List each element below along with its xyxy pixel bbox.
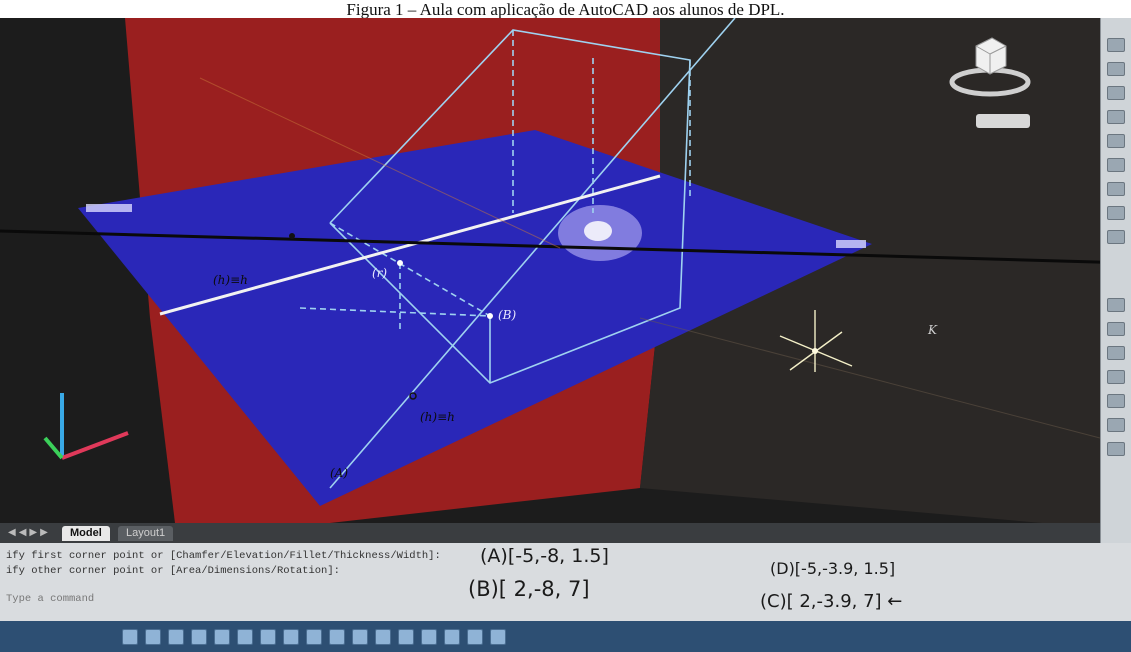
annotation-icon[interactable] — [375, 629, 391, 645]
ucs-icon — [43, 393, 129, 460]
handwritten-note-a: (A)[-5,-8, 1.5] — [480, 545, 609, 567]
point-marker — [409, 392, 417, 400]
prism-edge — [329, 222, 491, 317]
status-taskbar — [0, 621, 1131, 652]
label-r: (r) — [372, 266, 388, 280]
navigation-bar — [1100, 18, 1131, 543]
command-line-panel: ify first corner point or [Chamfer/Eleva… — [0, 543, 1131, 621]
tool-icon[interactable] — [1107, 394, 1125, 408]
tab-layout1[interactable]: Layout1 — [118, 526, 174, 541]
lock-icon[interactable] — [421, 629, 437, 645]
handwritten-note-c: (C)[ 2,-3.9, 7] ← — [760, 591, 903, 612]
command-history-line: ify other corner point or [Area/Dimensio… — [6, 565, 340, 577]
point-marker — [289, 233, 295, 239]
construction-line — [639, 317, 1101, 439]
tool-icon[interactable] — [1107, 442, 1125, 456]
command-input[interactable]: Type a command — [6, 593, 95, 605]
cursor-center — [812, 348, 818, 354]
monitor-screen: (h)≡h (r) (B) (h)≡h (A) K — [0, 18, 1131, 652]
hardware-icon[interactable] — [467, 629, 483, 645]
viewport-canvas — [0, 18, 1131, 528]
tool-icon[interactable] — [1107, 322, 1125, 336]
grip-marker — [836, 240, 866, 248]
ground-line — [159, 174, 661, 316]
osnap-icon[interactable] — [214, 629, 230, 645]
screen-glare-core — [584, 221, 612, 241]
ortho-icon[interactable] — [168, 629, 184, 645]
tool-icon[interactable] — [1107, 346, 1125, 360]
label-a: (A) — [330, 466, 349, 480]
tool-icon[interactable] — [1107, 182, 1125, 196]
tool-icon[interactable] — [1107, 158, 1125, 172]
prism-edge — [329, 29, 691, 384]
point-marker — [397, 260, 403, 266]
label-h-prime: (h)≡h — [213, 273, 248, 287]
photo-wire — [0, 229, 1131, 265]
handwritten-note-d: (D)[-5,-3.9, 1.5] — [770, 559, 896, 578]
isolate-icon[interactable] — [444, 629, 460, 645]
horizontal-projection-plane — [78, 130, 872, 506]
layout-tabs-bar: ◀◀▶▶ Model Layout1 — [0, 523, 1100, 543]
zoom-icon[interactable] — [1107, 62, 1125, 76]
wireframe-prism — [299, 18, 736, 489]
showmotion-icon[interactable] — [1107, 134, 1125, 148]
oblique-line — [329, 18, 736, 489]
figure-caption: Figura 1 – Aula com aplicação de AutoCAD… — [346, 0, 785, 19]
viewcube-icon[interactable] — [948, 32, 1032, 102]
otrack-icon[interactable] — [237, 629, 253, 645]
prism-edge — [299, 307, 491, 317]
command-history-line: ify first corner point or [Chamfer/Eleva… — [6, 550, 441, 562]
drawing-viewport[interactable]: (h)≡h (r) (B) (h)≡h (A) K — [0, 18, 1131, 528]
transparency-icon[interactable] — [329, 629, 345, 645]
label-b: (B) — [498, 308, 517, 322]
tool-icon[interactable] — [1107, 370, 1125, 384]
grip-marker — [86, 204, 132, 212]
tab-model[interactable]: Model — [62, 526, 110, 541]
workspace-icon[interactable] — [398, 629, 414, 645]
point-marker — [487, 313, 493, 319]
tool-icon[interactable] — [1107, 418, 1125, 432]
handwritten-note-b: (B)[ 2,-8, 7] — [468, 577, 590, 601]
lineweight-icon[interactable] — [306, 629, 322, 645]
tool-icon[interactable] — [1107, 206, 1125, 220]
snap-icon[interactable] — [122, 629, 138, 645]
construction-line — [199, 77, 561, 249]
grid-icon[interactable] — [145, 629, 161, 645]
tool-icon[interactable] — [1107, 230, 1125, 244]
pan-icon[interactable] — [1107, 38, 1125, 52]
clean-screen-icon[interactable] — [490, 629, 506, 645]
selection-icon[interactable] — [352, 629, 368, 645]
wcs-menu-button[interactable] — [976, 114, 1030, 128]
tool-icon[interactable] — [1107, 298, 1125, 312]
ducs-icon[interactable] — [260, 629, 276, 645]
polar-icon[interactable] — [191, 629, 207, 645]
dyn-icon[interactable] — [283, 629, 299, 645]
steering-wheel-icon[interactable] — [1107, 110, 1125, 124]
tab-nav-arrows-icon[interactable]: ◀◀▶▶ — [8, 527, 51, 538]
background-region — [640, 18, 1100, 528]
label-h-second: (h)≡h — [420, 410, 455, 424]
label-k: K — [928, 323, 937, 337]
orbit-icon[interactable] — [1107, 86, 1125, 100]
